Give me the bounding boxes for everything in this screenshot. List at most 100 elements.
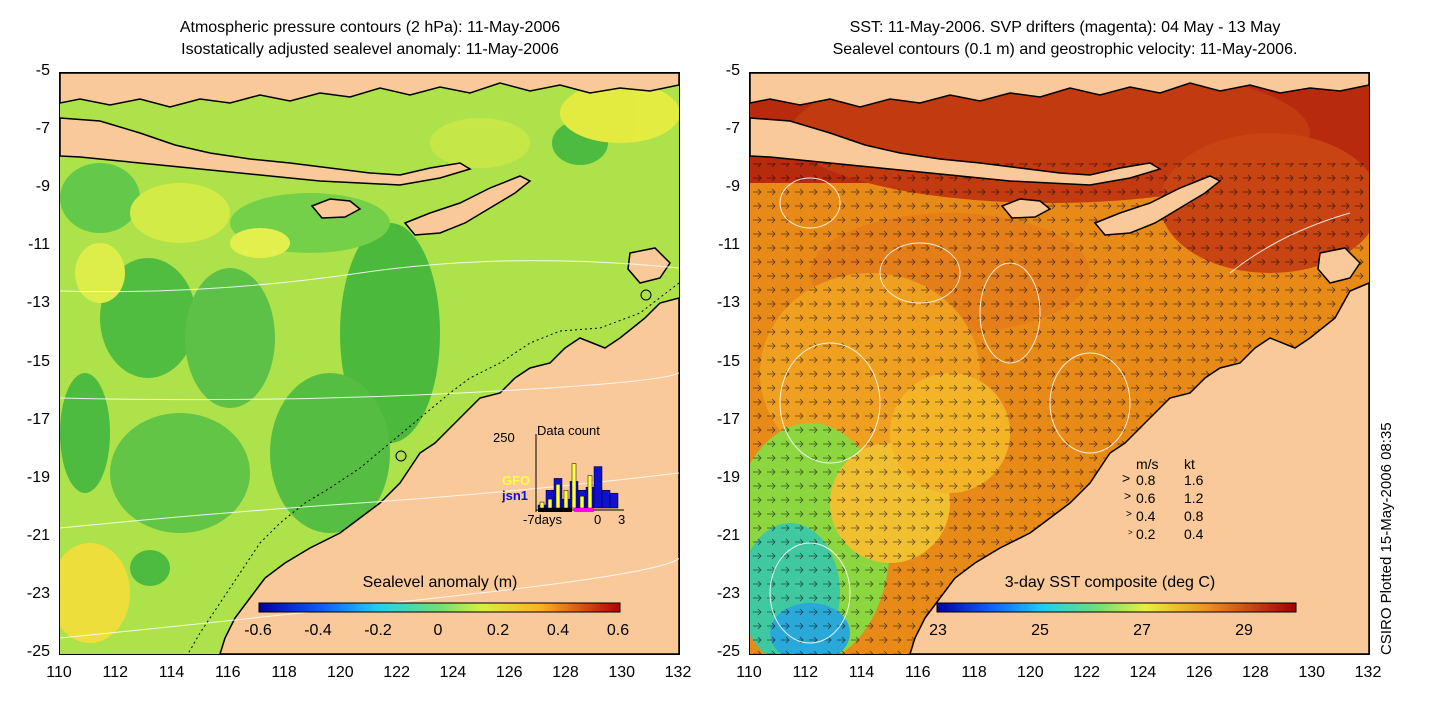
- timor-island-sst: [1093, 175, 1222, 236]
- legend-ms: 0.2: [1136, 526, 1156, 542]
- x-tick-label: 124: [1129, 664, 1157, 681]
- sla-colorbar-label: Sealevel anomaly (m): [362, 574, 518, 591]
- gfo-bar: [563, 489, 569, 509]
- sealevel-contours: [769, 177, 1351, 644]
- sst-map: [749, 72, 1370, 655]
- sst-colorbar-label: 3-day SST composite (deg C): [1004, 574, 1216, 591]
- y-tick-label: -15: [26, 352, 50, 370]
- x-tick-label: 130: [608, 664, 636, 681]
- marker-point-south: [395, 450, 407, 462]
- y-tick-label: -21: [716, 526, 740, 544]
- legend-header-kt: kt: [1184, 456, 1195, 472]
- timor-island: [403, 175, 532, 236]
- sst-tick: 25: [1031, 622, 1049, 639]
- legend-ms: 0.8: [1136, 472, 1156, 488]
- y-tick-label: -23: [716, 584, 740, 602]
- y-tick-label: -11: [28, 236, 50, 254]
- x-tick-label: 120: [1017, 664, 1044, 681]
- sla-tick: 0.2: [486, 622, 510, 639]
- inset-title: Data count: [537, 423, 600, 438]
- inset-histogram: [535, 434, 624, 512]
- legend-row: > 0.4 0.8: [1120, 508, 1230, 526]
- jsn1-bar: [593, 466, 603, 509]
- velocity-legend: m/s kt > 0.8 1.6 > 0.6 1.2 > 0.4 0.8 > 0…: [1120, 456, 1230, 546]
- sst-map-graphic: [750, 73, 1369, 654]
- gfo-bar: [539, 501, 545, 509]
- sumba-island-sst: [1000, 198, 1052, 219]
- north-islands: [60, 73, 679, 108]
- inset-legend-jsn1: jsn1: [502, 488, 529, 503]
- jsn1-bar: [601, 489, 611, 509]
- sealevel-anomaly-map-graphic: [60, 73, 679, 654]
- x-tick-label: 114: [848, 664, 875, 681]
- x-tick-label: 122: [383, 664, 410, 681]
- legend-header-ms: m/s: [1136, 456, 1159, 472]
- y-tick-label: -9: [35, 178, 50, 196]
- x-tick-label: 120: [327, 664, 354, 681]
- inset-x-left: -7days: [523, 512, 563, 527]
- inset-ymax-label: 250: [493, 430, 515, 445]
- sla-tick: -0.6: [244, 622, 272, 639]
- y-tick-label: -13: [26, 294, 50, 312]
- legend-arrow-icon: >: [1122, 470, 1131, 486]
- legend-row: > 0.6 1.2: [1120, 489, 1230, 508]
- y-tick-label: -25: [716, 643, 740, 660]
- australia-land-sst: [909, 282, 1369, 654]
- inset-x-mid: 0: [594, 512, 602, 527]
- gfo-bar: [579, 495, 585, 509]
- x-tick-label: 116: [905, 664, 931, 681]
- legend-kt: 0.8: [1184, 508, 1204, 524]
- x-tick-label: 110: [46, 664, 72, 681]
- y-tick-label: -17: [26, 410, 50, 428]
- sla-tick: 0.4: [546, 622, 570, 639]
- x-tick-label: 114: [158, 664, 185, 681]
- x-tick-label: 130: [1298, 664, 1326, 681]
- jsn1-bar: [609, 492, 619, 509]
- lesser-sunda-islands-sst: [750, 117, 1162, 186]
- legend-arrow-icon: >: [1124, 489, 1132, 503]
- x-tick-label: 126: [1185, 664, 1213, 681]
- x-tick-label: 128: [1242, 664, 1269, 681]
- credit-text: CSIRO Plotted 15-May-2006 08:35: [1378, 422, 1395, 655]
- anomaly-field: [60, 83, 679, 643]
- y-tick-label: -5: [35, 62, 50, 79]
- y-tick-label: -19: [26, 468, 50, 486]
- x-tick-label: 116: [215, 664, 241, 681]
- y-tick-label: -7: [35, 120, 50, 138]
- legend-kt: 0.4: [1184, 526, 1204, 542]
- x-tick-label: 118: [961, 664, 987, 681]
- x-tick-label: 112: [792, 664, 819, 681]
- legend-arrow-icon: >: [1128, 528, 1133, 537]
- cape-york-island-sst: [1317, 247, 1361, 284]
- sla-tick: 0.6: [606, 622, 630, 639]
- inset-legend-gfo: GFO: [502, 473, 531, 488]
- legend-arrow-icon: >: [1126, 509, 1132, 520]
- data-count-inset: Data count 250 GFO jsn1 -7days 0 3: [490, 420, 640, 530]
- y-tick-label: -25: [26, 643, 50, 660]
- sst-tick: 23: [929, 622, 947, 639]
- sst-tick: 27: [1133, 622, 1151, 639]
- legend-row: > 0.2 0.4: [1120, 526, 1230, 544]
- sst-tick: 29: [1235, 622, 1253, 639]
- sst-colorbar: [936, 602, 1297, 613]
- legend-ms: 0.4: [1136, 508, 1156, 524]
- x-tick-label: 126: [495, 664, 523, 681]
- sla-tick: -0.4: [304, 622, 332, 639]
- y-tick-label: -21: [26, 526, 50, 544]
- sst-colorbar-ticks: 23 25 27 29: [929, 622, 1298, 642]
- gfo-bar: [571, 463, 577, 509]
- x-tick-label: 122: [1073, 664, 1100, 681]
- left-title-line2: Isostatically adjusted sealevel anomaly:…: [181, 41, 559, 58]
- x-tick-label: 112: [102, 664, 129, 681]
- north-islands-sst: [750, 73, 1369, 108]
- y-tick-label: -17: [716, 410, 740, 428]
- gfo-bar: [547, 498, 553, 509]
- y-tick-label: -23: [26, 584, 50, 602]
- legend-ms: 0.6: [1136, 490, 1156, 506]
- left-title-line1: Atmospheric pressure contours (2 hPa): 1…: [179, 19, 561, 36]
- sla-tick: -0.2: [364, 622, 392, 639]
- x-tick-label: 132: [664, 664, 692, 681]
- y-tick-label: -15: [716, 352, 740, 370]
- right-title-line2: Sealevel contours (0.1 m) and geostrophi…: [832, 41, 1298, 58]
- y-tick-label: -13: [716, 294, 740, 312]
